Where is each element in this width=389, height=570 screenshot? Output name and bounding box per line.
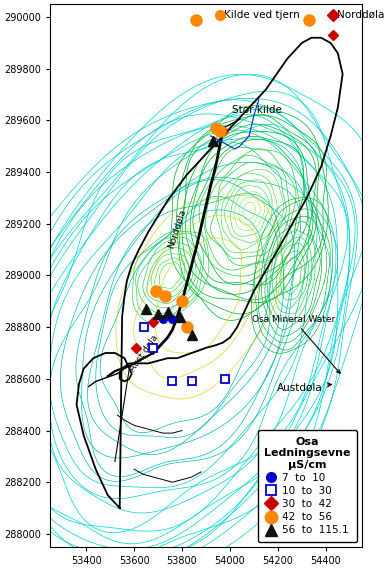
Text: Norddøla: Norddøla [336,10,384,19]
Text: Stor kilde: Stor kilde [219,105,282,130]
Legend: 7  to  10, 10  to  30, 30  to  42, 42  to  56, 56  to  115.1: 7 to 10, 10 to 30, 30 to 42, 42 to 56, 5… [258,430,357,542]
Text: Osa Mineral Water: Osa Mineral Water [252,315,340,373]
Text: Aust døla: Aust døla [128,333,159,373]
Text: Austdøla: Austdøla [277,383,331,393]
Text: Kilde ved tjern: Kilde ved tjern [224,10,300,19]
Text: Norddøla: Norddøla [166,208,188,250]
